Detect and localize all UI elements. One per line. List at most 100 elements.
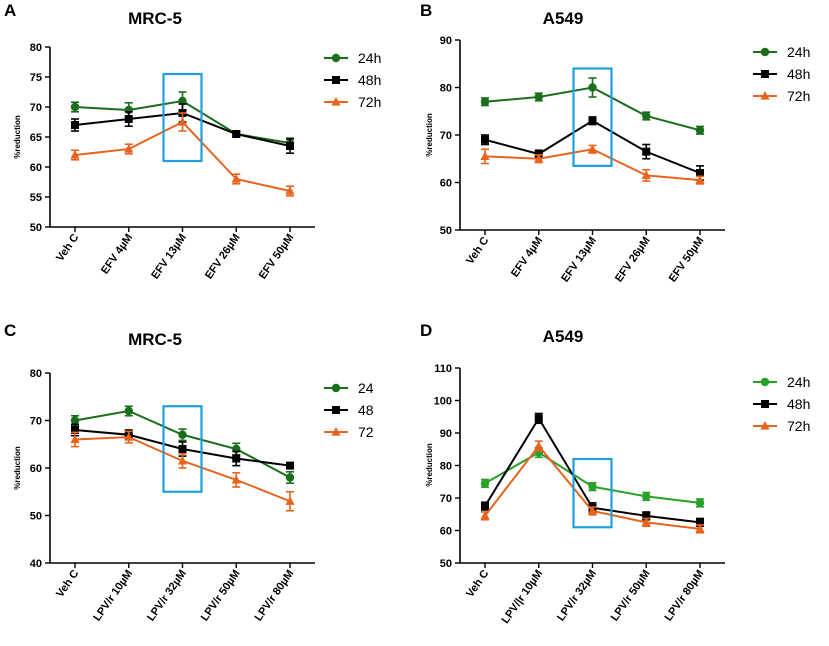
legend-marker: [331, 427, 341, 436]
y-tick-label: 110: [434, 363, 452, 375]
legend-label: 24h: [787, 44, 810, 60]
legend-item: 48h: [753, 66, 810, 82]
data-point: [71, 121, 79, 129]
x-tick-label: LPV/|r 10µM: [499, 568, 545, 626]
data-point: [696, 169, 704, 177]
y-axis-label: %reduction: [425, 443, 434, 487]
data-point: [695, 126, 705, 135]
y-tick-label: 90: [440, 35, 452, 47]
data-point: [587, 144, 598, 153]
x-tick-label: Veh C: [464, 235, 491, 267]
chart-panel-d: D A549 50 60 70 80 90 100 110 %reduction Veh C LPV/…: [420, 321, 810, 626]
x-tick-label: EFV 50µM: [667, 235, 707, 285]
highlight-box: [572, 457, 613, 529]
y-tick-label: 50: [440, 558, 452, 570]
x-tick-label: Veh C: [54, 568, 81, 600]
legend-marker: [331, 53, 341, 63]
legend-item: 48: [324, 402, 374, 418]
chart-title: A549: [543, 9, 584, 28]
chart-panel-c: C MRC-5 40 50 60 70 80 %reduction Veh C LPV/r 10µ…: [4, 321, 374, 623]
legend-item: 24: [324, 380, 374, 396]
chart-title: MRC-5: [128, 330, 182, 349]
panel-letter: B: [420, 1, 432, 20]
x-tick-label: EFV 13µM: [559, 235, 599, 285]
x-tick-label: Veh C: [54, 232, 81, 264]
data-point: [642, 147, 651, 156]
legend-marker: [760, 47, 770, 57]
y-tick-label: 75: [30, 72, 42, 84]
series-line: [484, 148, 701, 182]
y-tick-label: 50: [30, 511, 42, 523]
data-point: [124, 144, 134, 153]
data-point: [534, 153, 544, 163]
legend-marker: [760, 377, 770, 387]
legend-item: 72h: [753, 88, 810, 104]
legend-item: 24h: [324, 50, 381, 66]
data-point: [286, 142, 294, 150]
data-point: [695, 498, 705, 508]
data-point: [641, 170, 651, 179]
y-tick-label: 70: [440, 130, 452, 142]
legend-marker: [761, 70, 769, 78]
data-point: [71, 426, 79, 434]
y-tick-label: 80: [440, 461, 452, 473]
y-tick-label: 55: [30, 192, 42, 204]
series-72h: [480, 440, 705, 534]
data-point: [285, 496, 295, 505]
series-line: [74, 120, 291, 192]
data-point: [481, 135, 489, 144]
legend-marker: [331, 97, 341, 106]
y-tick-label: 60: [30, 162, 42, 174]
legend-item: 24h: [753, 374, 810, 390]
data-point: [642, 111, 651, 121]
legend-item: 48h: [324, 72, 381, 88]
legend-label: 72h: [787, 418, 810, 434]
highlight-box: [162, 72, 203, 163]
data-point: [177, 117, 188, 126]
x-tick-label: Veh C: [464, 568, 491, 600]
x-tick-label: EFV 50µM: [257, 232, 297, 282]
chart-title: A549: [543, 327, 584, 346]
data-point: [480, 97, 490, 106]
data-point: [695, 175, 705, 184]
series-48h: [481, 116, 704, 181]
legend-marker: [761, 400, 769, 408]
data-point: [480, 479, 490, 488]
data-point: [124, 432, 134, 441]
y-axis-label: %reduction: [425, 113, 434, 157]
legend-label: 72h: [787, 88, 810, 104]
y-tick-label: 80: [30, 42, 42, 54]
series-24h: [480, 77, 705, 135]
series-72h: [480, 144, 705, 185]
x-tick-label: LPV/r 50µM: [609, 568, 653, 624]
data-point: [178, 445, 187, 453]
data-point: [481, 502, 489, 511]
legend-item: 48h: [753, 396, 810, 412]
data-point: [178, 96, 187, 106]
legend-label: 48h: [787, 396, 810, 412]
highlight-box: [162, 405, 203, 493]
legend-label: 48: [358, 402, 374, 418]
legend-label: 48h: [358, 72, 381, 88]
legend-marker: [760, 421, 770, 430]
y-tick-label: 50: [30, 222, 42, 234]
data-point: [70, 150, 80, 159]
data-point: [286, 461, 294, 470]
y-tick-label: 40: [30, 558, 42, 570]
y-tick-label: 50: [440, 225, 452, 237]
data-point: [177, 455, 188, 465]
legend-marker: [332, 76, 340, 84]
legend-item: 72: [324, 424, 374, 440]
y-axis-label: %reduction: [13, 115, 22, 159]
data-point: [70, 102, 80, 112]
x-tick-label: EFV 4µM: [509, 235, 545, 280]
data-point: [285, 186, 295, 195]
y-axis-label: %reduction: [13, 446, 22, 490]
data-point: [588, 482, 597, 491]
x-tick-label: EFV 13µM: [149, 232, 189, 282]
data-point: [70, 434, 80, 444]
data-point: [587, 506, 598, 515]
x-tick-label: LPV/r 80µM: [252, 568, 296, 624]
data-point: [642, 511, 651, 520]
